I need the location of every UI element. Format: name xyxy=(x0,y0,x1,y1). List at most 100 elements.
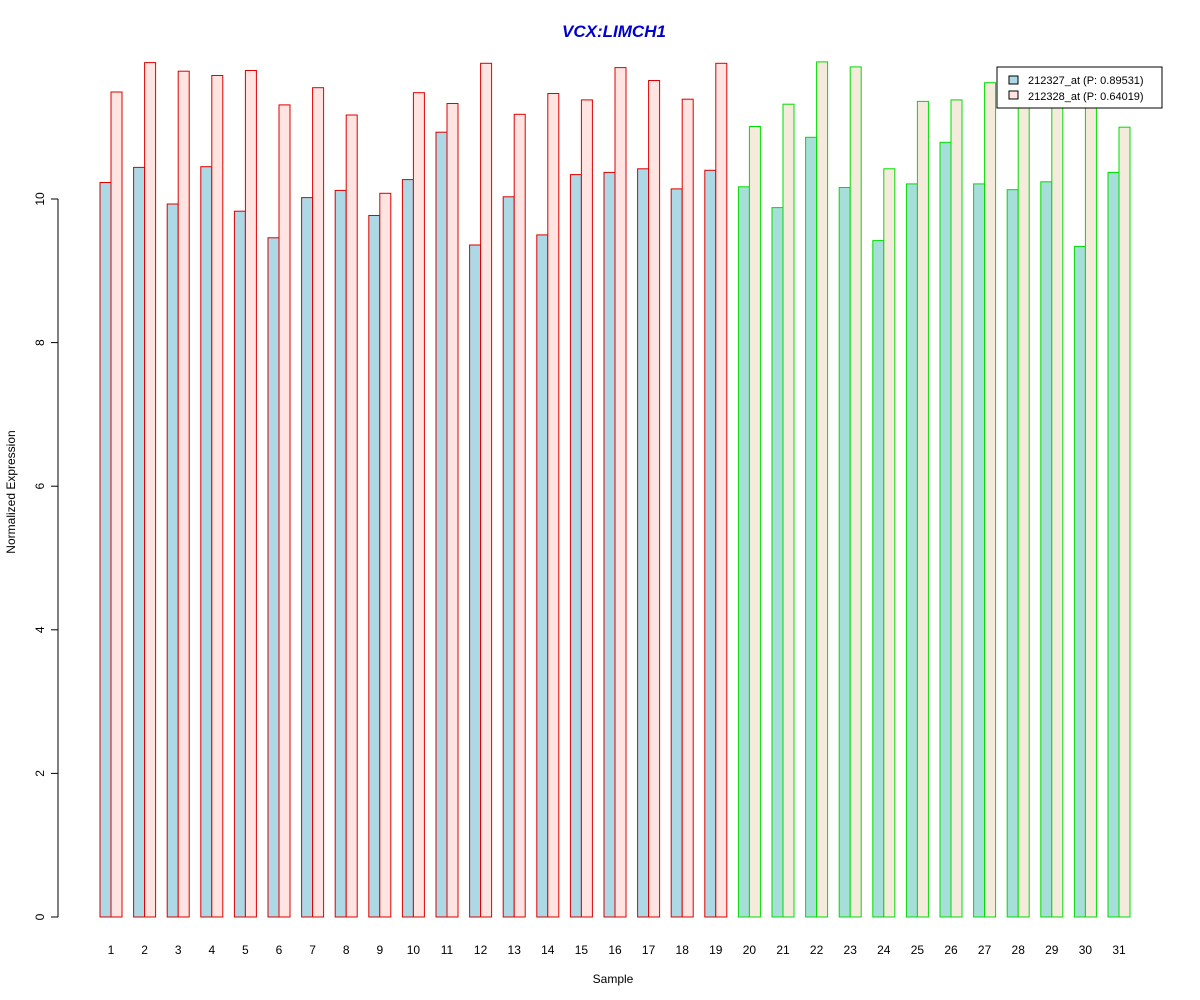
bar-sample-30-series-2 xyxy=(1084,94,1097,918)
bar-sample-14-series-2 xyxy=(547,93,560,918)
bar-sample-14-series-1 xyxy=(536,234,549,918)
bar-sample-1-series-1 xyxy=(99,182,112,918)
x-tick-label: 9 xyxy=(376,943,383,957)
x-tick-label: 19 xyxy=(709,943,723,957)
x-tick-label: 11 xyxy=(441,943,454,957)
x-tick-label: 26 xyxy=(944,943,958,957)
x-tick-label: 24 xyxy=(877,943,891,957)
bar-sample-19-series-1 xyxy=(704,169,717,918)
bar-sample-29-series-2 xyxy=(1051,94,1064,918)
bar-sample-3-series-2 xyxy=(177,70,190,918)
bar-sample-25-series-1 xyxy=(905,183,918,918)
x-tick-label: 13 xyxy=(508,943,522,957)
bar-sample-6-series-1 xyxy=(267,237,280,918)
bar-sample-10-series-2 xyxy=(412,92,425,918)
x-tick-label: 16 xyxy=(608,943,622,957)
bar-sample-1-series-2 xyxy=(110,91,123,918)
legend-swatch-212327 xyxy=(1008,75,1019,85)
legend: 212327_at (P: 0.89531) 212328_at (P: 0.6… xyxy=(996,66,1163,109)
x-tick-label: 27 xyxy=(978,943,992,957)
bar-sample-20-series-1 xyxy=(737,186,750,918)
bar-sample-11-series-1 xyxy=(435,131,448,918)
bar-sample-17-series-1 xyxy=(637,168,650,918)
x-tick-label: 28 xyxy=(1012,943,1026,957)
x-tick-label: 29 xyxy=(1045,943,1059,957)
x-tick-label: 25 xyxy=(911,943,925,957)
y-tick-label: 10 xyxy=(33,192,47,206)
x-tick-label: 4 xyxy=(208,943,215,957)
bar-sample-8-series-1 xyxy=(334,189,347,918)
x-tick-label: 7 xyxy=(309,943,316,957)
x-tick-label: 15 xyxy=(575,943,589,957)
bar-sample-29-series-1 xyxy=(1040,181,1053,918)
bar-sample-28-series-1 xyxy=(1006,189,1019,918)
y-tick-label: 0 xyxy=(33,913,47,920)
bar-sample-27-series-1 xyxy=(973,183,986,918)
y-axis-title: Normalized Expression xyxy=(4,430,18,553)
bar-sample-7-series-2 xyxy=(312,87,325,918)
legend-box xyxy=(996,66,1163,109)
x-tick-label: 21 xyxy=(776,943,790,957)
x-tick-label: 12 xyxy=(474,943,488,957)
x-axis: 1 2 3 4 5 6 7 8 9 10 11 12 13 14 15 16 17 18 19 20 21 22 23 24 2… xyxy=(108,943,1126,957)
bar-sample-27-series-2 xyxy=(984,82,997,918)
bar-sample-25-series-2 xyxy=(916,100,929,918)
x-tick-label: 22 xyxy=(810,943,824,957)
bars-layer xyxy=(99,61,1131,918)
bar-sample-31-series-2 xyxy=(1118,126,1131,918)
x-tick-label: 3 xyxy=(175,943,182,957)
y-tick-label: 6 xyxy=(33,483,47,490)
legend-label-212327: 212327_at (P: 0.89531) xyxy=(1028,75,1144,87)
bar-sample-23-series-2 xyxy=(849,66,862,918)
y-tick-label: 4 xyxy=(33,626,47,633)
bar-sample-22-series-1 xyxy=(805,136,818,918)
x-tick-label: 8 xyxy=(343,943,350,957)
legend-label-212328: 212328_at (P: 0.64019) xyxy=(1028,91,1144,103)
bar-sample-20-series-2 xyxy=(748,126,761,918)
x-axis-title: Sample xyxy=(593,972,634,986)
bar-sample-21-series-2 xyxy=(782,103,795,918)
bar-sample-28-series-2 xyxy=(1017,97,1030,918)
bar-sample-9-series-1 xyxy=(368,215,381,918)
x-tick-label: 18 xyxy=(676,943,690,957)
x-tick-label: 5 xyxy=(242,943,249,957)
bar-sample-18-series-2 xyxy=(681,98,694,918)
bar-sample-21-series-1 xyxy=(771,207,784,918)
bar-sample-26-series-1 xyxy=(939,141,952,918)
bar-sample-13-series-1 xyxy=(502,196,515,918)
bar-sample-3-series-1 xyxy=(166,203,179,918)
bar-sample-31-series-1 xyxy=(1107,171,1120,918)
bar-sample-30-series-1 xyxy=(1073,245,1086,918)
bar-sample-4-series-1 xyxy=(200,166,213,918)
bar-sample-16-series-1 xyxy=(603,171,616,918)
bar-sample-10-series-1 xyxy=(401,179,414,918)
x-tick-label: 2 xyxy=(141,943,148,957)
bar-sample-2-series-2 xyxy=(144,62,157,918)
x-tick-label: 1 xyxy=(108,943,115,957)
bar-sample-2-series-1 xyxy=(133,166,146,918)
bar-sample-15-series-2 xyxy=(580,99,593,918)
bar-sample-26-series-2 xyxy=(950,99,963,918)
x-tick-label: 6 xyxy=(276,943,283,957)
bar-sample-15-series-1 xyxy=(569,174,582,918)
y-tick-label: 2 xyxy=(33,770,47,777)
chart-title: VCX:LIMCH1 xyxy=(562,22,666,41)
bar-sample-24-series-2 xyxy=(883,168,896,918)
x-tick-label: 30 xyxy=(1079,943,1093,957)
bar-sample-24-series-1 xyxy=(872,240,885,918)
y-axis: 0 2 4 6 8 10 xyxy=(33,192,59,920)
y-tick-label: 8 xyxy=(33,339,47,346)
bar-sample-9-series-2 xyxy=(379,192,392,918)
bar-sample-23-series-1 xyxy=(838,187,851,918)
x-tick-label: 10 xyxy=(407,943,421,957)
bar-sample-22-series-2 xyxy=(816,61,829,918)
x-tick-label: 17 xyxy=(642,943,656,957)
bar-sample-12-series-2 xyxy=(480,62,493,918)
bar-sample-6-series-2 xyxy=(278,104,291,918)
bar-sample-16-series-2 xyxy=(614,67,627,918)
bar-sample-5-series-1 xyxy=(233,210,246,918)
x-tick-label: 23 xyxy=(844,943,858,957)
bar-sample-12-series-1 xyxy=(469,244,482,918)
bar-sample-7-series-1 xyxy=(301,197,314,918)
